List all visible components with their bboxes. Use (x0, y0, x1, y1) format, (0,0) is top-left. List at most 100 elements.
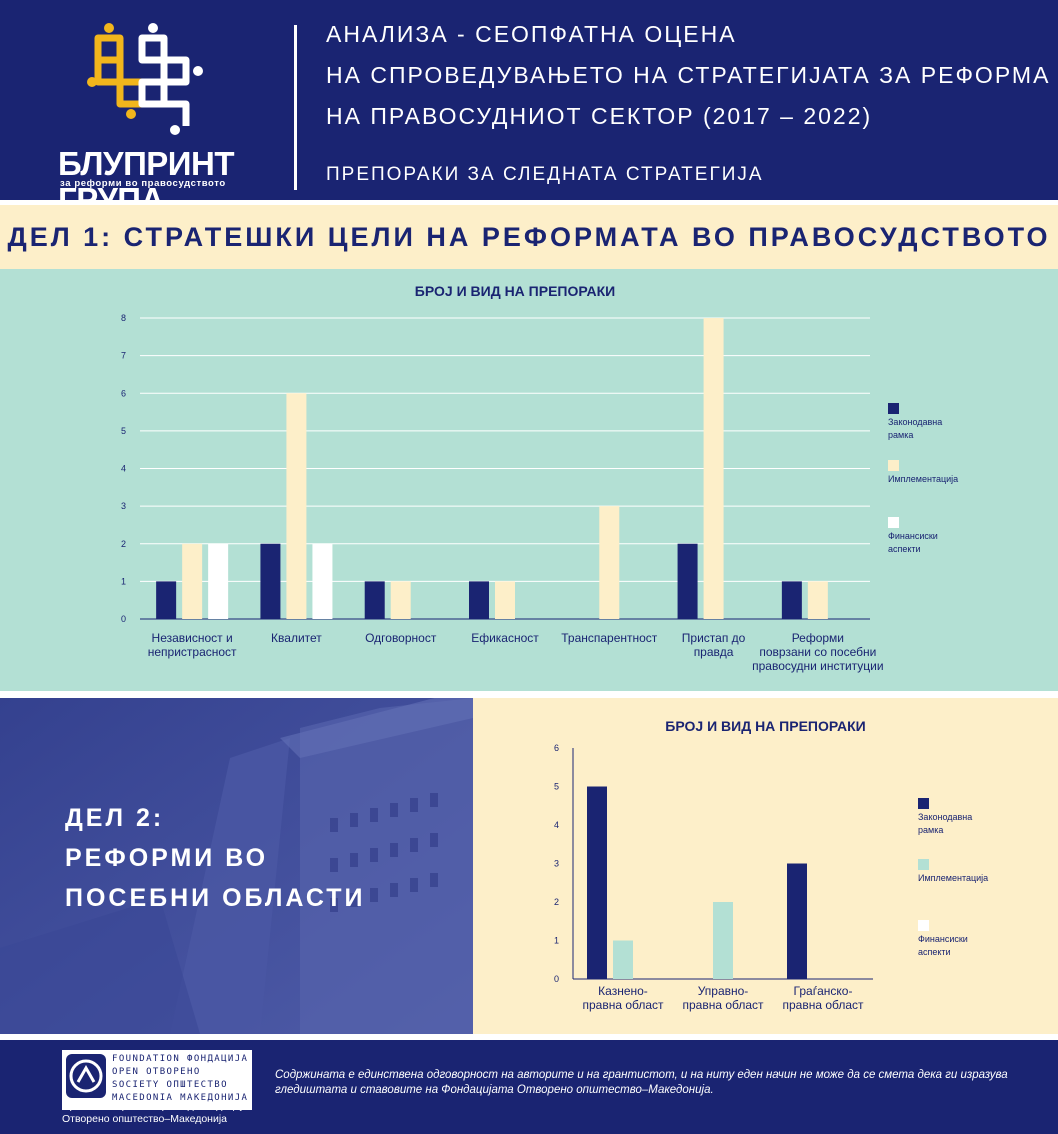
legend-swatch (918, 920, 929, 931)
category-label: Управно- (698, 984, 749, 998)
legend-label: рамка (888, 430, 913, 440)
legend-label: аспекти (918, 947, 951, 957)
legend-label: рамка (918, 825, 943, 835)
bar (781, 581, 802, 619)
category-label: правна област (682, 998, 764, 1012)
legend-label: аспекти (888, 544, 921, 554)
category-label: Граѓанско- (794, 984, 853, 998)
y-tick-label: 0 (554, 974, 559, 984)
y-tick-label: 4 (554, 820, 559, 830)
category-label: правна област (782, 998, 864, 1012)
bar (469, 581, 489, 619)
y-tick-label: 4 (121, 464, 126, 474)
category-label: Пристап до (682, 631, 746, 645)
osf-line-2: OPEN ОТВОРЕНО (112, 1067, 201, 1077)
bar (677, 543, 698, 619)
part2-banner: ДЕЛ 2: РЕФОРМИ ВО ПОСЕБНИ ОБЛАСТИ (0, 698, 473, 1034)
bar (208, 543, 229, 619)
category-label: правда (694, 645, 734, 659)
category-label: Транспарентност (561, 631, 658, 645)
logo-name: БЛУПРИНТ ГРУПА (58, 145, 235, 218)
legend-label: Имплементација (918, 873, 988, 883)
part1-banner: ДЕЛ 1: СТРАТЕШКИ ЦЕЛИ НА РЕФОРМАТА ВО ПР… (0, 205, 1058, 269)
category-label: Казнено- (598, 984, 648, 998)
category-label: непристрасност (148, 645, 237, 659)
bar (713, 902, 733, 979)
bar (587, 786, 607, 979)
funding-note-line-1: Проектот е финансиран од Фондација (62, 1100, 249, 1112)
y-tick-label: 1 (554, 936, 559, 946)
legend-label: Законодавна (918, 812, 972, 822)
y-tick-label: 6 (554, 743, 559, 753)
header-title-line-3: НА ПРАВОСУДНИОТ СЕКТОР (2017 – 2022) (326, 103, 873, 129)
osf-emblem-icon (66, 1054, 106, 1098)
bar (390, 581, 411, 619)
category-label: правосудни институции (752, 659, 883, 673)
chart2-title: БРОЈ И ВИД НА ПРЕПОРАКИ (665, 718, 866, 734)
y-tick-label: 8 (121, 313, 126, 323)
osf-logo: FOUNDATION ФОНДАЦИЈА OPEN ОТВОРЕНО SOCIE… (62, 1050, 252, 1110)
logo-knot-icon (87, 23, 203, 135)
y-tick-label: 5 (554, 782, 559, 792)
bar (703, 318, 724, 619)
blueprint-group-logo: БЛУПРИНТ ГРУПА за реформи во правосудств… (58, 18, 258, 218)
bar (807, 581, 828, 619)
legend-swatch (888, 460, 899, 471)
chart1-title: БРОЈ И ВИД НА ПРЕПОРАКИ (414, 283, 616, 299)
funding-note-line-2: Отворено општество–Македонија (62, 1113, 228, 1125)
footer: FOUNDATION ФОНДАЦИЈА OPEN ОТВОРЕНО SOCIE… (0, 1040, 1058, 1134)
category-label: правна област (582, 998, 664, 1012)
header-title-line-2: НА СПРОВЕДУВАЊЕТО НА СТРАТЕГИЈАТА ЗА РЕФ… (326, 62, 1051, 88)
header-banner: БЛУПРИНТ ГРУПА за реформи во правосудств… (0, 0, 1058, 218)
part2-chart-panel: БРОЈ И ВИД НА ПРЕПОРАКИ 0 1 2 3 4 5 6 Казнено-п… (473, 698, 1058, 1034)
legend-swatch (918, 798, 929, 809)
osf-line-3: SOCIETY ОПШТЕСТВО (112, 1080, 228, 1090)
bar (156, 581, 177, 619)
legend-swatch (888, 517, 899, 528)
bar (495, 581, 515, 619)
legend-swatch (888, 403, 899, 414)
category-label: Независност и (152, 631, 233, 645)
logo-subtitle: за реформи во правосудството (60, 178, 226, 189)
bar (286, 393, 307, 619)
legend-label: Финансиски (888, 531, 938, 541)
part2-title-line-1: ДЕЛ 2: (65, 804, 165, 832)
legend-label: Финансиски (918, 934, 968, 944)
y-tick-label: 5 (121, 426, 126, 436)
legend-swatch (918, 859, 929, 870)
bar (312, 543, 333, 619)
header-divider (294, 25, 297, 190)
header-title-line-1: АНАЛИЗА - СЕОПФАТНА ОЦЕНА (326, 21, 737, 47)
y-tick-label: 6 (121, 388, 126, 398)
legend-label: Законодавна (888, 417, 942, 427)
part1-title: ДЕЛ 1: СТРАТЕШКИ ЦЕЛИ НА РЕФОРМАТА ВО ПР… (7, 222, 1051, 252)
bar (260, 543, 281, 619)
category-label: поврзани со посебни (759, 645, 876, 659)
bar (599, 506, 620, 619)
building-columns-background (0, 698, 473, 1034)
bar (787, 863, 807, 979)
osf-line-1: FOUNDATION ФОНДАЦИЈА (112, 1054, 249, 1064)
y-tick-label: 7 (121, 351, 126, 361)
bar (364, 581, 385, 619)
y-tick-label: 3 (121, 501, 126, 511)
part2-title-line-2: РЕФОРМИ ВО (65, 844, 269, 872)
category-label: Ефикасност (471, 631, 539, 645)
category-label: Реформи (792, 631, 844, 645)
header-subtitle: ПРЕПОРАКИ ЗА СЛЕДНАТА СТРАТЕГИЈА (326, 164, 764, 185)
bar (613, 940, 633, 979)
y-tick-label: 1 (121, 576, 126, 586)
part1-chart-panel: БРОЈ И ВИД НА ПРЕПОРАКИ 0 1 2 3 4 5 6 7 8 Независ… (0, 269, 1058, 691)
category-label: Квалитет (271, 631, 322, 645)
category-label: Одговорност (365, 631, 437, 645)
part2-title-line-3: ПОСЕБНИ ОБЛАСТИ (65, 884, 366, 912)
y-tick-label: 0 (121, 614, 126, 624)
bar (182, 543, 203, 619)
y-tick-label: 2 (121, 539, 126, 549)
disclaimer-text: Содржината е единствена одговорност на а… (275, 1069, 1008, 1096)
legend-label: Имплементација (888, 474, 958, 484)
y-tick-label: 3 (554, 859, 559, 869)
osf-line-4: MACEDONIA МАКЕДОНИЈА (112, 1093, 249, 1103)
